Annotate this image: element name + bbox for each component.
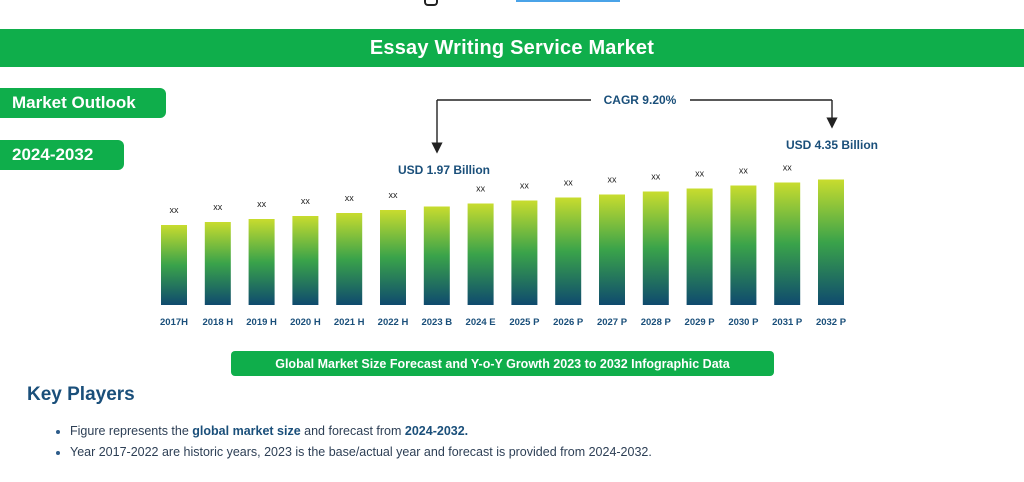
data-label: xx <box>739 166 749 176</box>
page-title: Essay Writing Service Market <box>369 36 655 59</box>
bar-2030-p <box>730 185 757 305</box>
x-tick-label: 2021 H <box>334 317 365 328</box>
data-label: xx <box>389 190 399 200</box>
data-label: xx <box>608 175 618 185</box>
bar-2022-h <box>380 210 406 305</box>
title-banner: Essay Writing Service Market <box>0 29 1024 67</box>
bar-2020-h <box>292 216 319 305</box>
list-item: Figure represents the global market size… <box>56 423 652 444</box>
data-label: xx <box>651 172 661 182</box>
x-tick-label: 2029 P <box>685 317 716 328</box>
bar-2032-p <box>818 179 844 305</box>
bar-2024-e <box>467 203 494 305</box>
x-tick-label: 2031 P <box>772 317 803 328</box>
market-outlook-badge: Market Outlook <box>0 88 166 118</box>
data-label: xx <box>564 178 574 188</box>
bullet-emphasis: global market size <box>192 424 301 438</box>
bar-2019-h <box>248 219 275 305</box>
data-label: xx <box>695 169 705 179</box>
bullet-text: Figure represents the <box>70 424 193 438</box>
start-value-label: USD 1.97 Billion <box>398 163 490 177</box>
data-label: xx <box>213 202 223 212</box>
x-tick-label: 2019 H <box>246 317 277 328</box>
period-badge: 2024-2032 <box>0 140 124 170</box>
x-tick-label: 2030 P <box>728 317 759 328</box>
cagr-arrows <box>431 99 838 154</box>
x-tick-label: 2020 H <box>290 317 321 328</box>
data-label: xx <box>301 196 311 206</box>
partial-link-underline <box>516 0 620 2</box>
bar-2026-p <box>555 197 582 305</box>
bar-2031-p <box>774 182 801 305</box>
x-tick-label: 2022 H <box>378 317 409 328</box>
bar-2028-p <box>642 191 669 305</box>
bar-2017h <box>161 225 187 305</box>
notes-list: Figure represents the global market size… <box>56 423 652 465</box>
x-tick-label: 2018 H <box>202 317 233 328</box>
x-tick-label: 2024 E <box>466 317 496 328</box>
bar-2021-h <box>336 213 363 305</box>
x-tick-label: 2026 P <box>553 317 584 328</box>
x-tick-label: 2017H <box>160 317 188 328</box>
data-label: xx <box>345 193 355 203</box>
data-label: xx <box>170 205 180 215</box>
market-size-chart: xx 2017H xx 2018 H xx 2019 H xx 2020 H xx 2021 H x… <box>160 93 878 328</box>
cagr-label: CAGR 9.20% <box>604 93 677 107</box>
key-players-heading: Key Players <box>27 384 135 405</box>
data-label: xx <box>783 163 793 173</box>
x-tick-label: 2028 P <box>641 317 672 328</box>
chart-caption: Global Market Size Forecast and Y-o-Y Gr… <box>231 351 774 376</box>
x-tick-label: 2032 P <box>816 317 847 328</box>
bullet-text: and forecast from <box>300 424 405 438</box>
list-item: Year 2017-2022 are historic years, 2023 … <box>56 444 652 465</box>
bar-2027-p <box>599 194 625 305</box>
x-tick-label: 2025 P <box>509 317 540 328</box>
data-label: xx <box>476 184 486 194</box>
bar-2023-b <box>423 206 450 305</box>
end-value-label: USD 4.35 Billion <box>786 138 878 152</box>
bar-2018-h <box>204 222 231 305</box>
bullet-emphasis: 2024-2032. <box>404 424 469 438</box>
data-label: xx <box>520 181 530 191</box>
partial-icon <box>424 0 438 6</box>
x-tick-label: 2027 P <box>597 317 628 328</box>
bar-2025-p <box>511 200 538 305</box>
x-tick-label: 2023 B <box>421 317 452 328</box>
bar-2029-p <box>686 188 713 305</box>
data-label: xx <box>257 199 267 209</box>
